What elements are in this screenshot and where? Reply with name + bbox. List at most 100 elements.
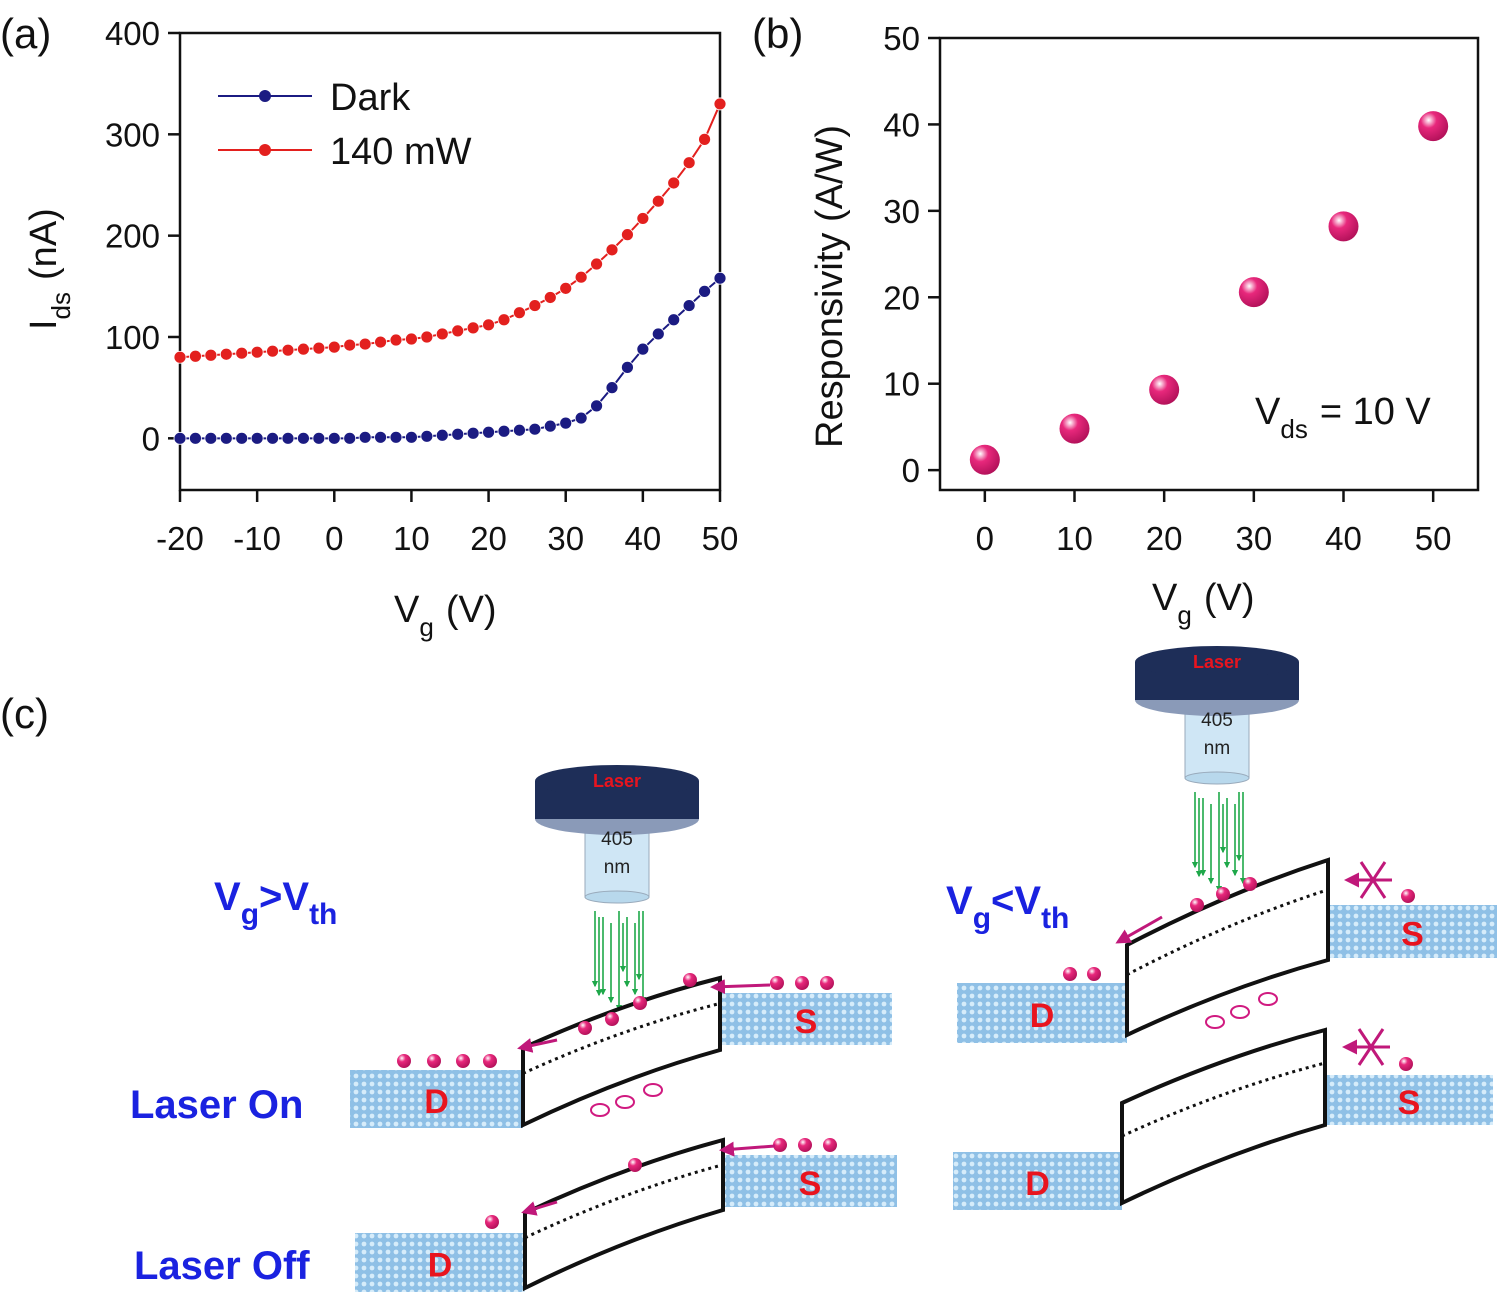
data-point	[173, 350, 187, 364]
data-point	[281, 431, 295, 445]
arrow	[521, 1200, 558, 1216]
legend-label: 140 mW	[330, 131, 472, 173]
wavelength: 405	[1201, 710, 1233, 731]
panel-label: (b)	[752, 10, 803, 57]
arrow	[1115, 915, 1163, 944]
condition: Vg<Vth	[946, 879, 1069, 935]
cross	[1357, 1028, 1385, 1066]
data-point	[343, 338, 357, 352]
electron	[795, 976, 809, 990]
plot-frame	[938, 36, 1480, 492]
electron	[633, 996, 647, 1010]
channel	[1120, 1027, 1327, 1207]
label-main: V	[394, 589, 420, 631]
series-line	[180, 277, 721, 440]
electron	[456, 1054, 470, 1068]
data-point	[698, 284, 711, 298]
data-point	[1328, 211, 1359, 242]
data-point	[590, 399, 603, 413]
data-point	[1418, 111, 1449, 142]
drain	[957, 983, 1127, 1043]
drain-label: D	[1030, 997, 1055, 1035]
laser-top	[1135, 646, 1299, 678]
hole	[1205, 1015, 1225, 1029]
cond-part: <V	[991, 879, 1041, 923]
data-point	[420, 429, 434, 443]
hole	[1230, 1005, 1250, 1019]
legend-marker	[259, 90, 271, 102]
data-point	[327, 431, 341, 445]
data-point	[528, 422, 542, 436]
source-label: S	[1401, 916, 1424, 954]
electron	[1243, 877, 1257, 891]
annotation: Vds = 10 V	[1255, 391, 1431, 444]
source	[1325, 1075, 1493, 1125]
data-point	[327, 340, 341, 354]
data-point	[543, 419, 557, 433]
channel	[523, 1137, 725, 1292]
wavelength-unit: nm	[1204, 738, 1230, 759]
label-sub: g	[1177, 600, 1191, 630]
data-point	[651, 327, 665, 341]
data-point	[698, 132, 711, 146]
data-point	[297, 342, 310, 356]
data-point	[312, 431, 326, 445]
cond-part: th	[1041, 902, 1069, 935]
cond-part: th	[309, 898, 337, 931]
data-point	[297, 431, 310, 445]
drain-label: D	[424, 1083, 449, 1121]
channel	[521, 975, 722, 1129]
data-point	[559, 281, 573, 295]
x-tick-label: 10	[1056, 520, 1093, 557]
channel	[1125, 857, 1330, 1039]
label-unit: (V)	[1204, 577, 1255, 619]
data-point	[621, 228, 634, 242]
data-point	[250, 431, 264, 445]
wavelength-unit: nm	[604, 857, 630, 878]
electron	[397, 1054, 411, 1068]
y-tick-label: 400	[105, 15, 160, 52]
data-point	[405, 332, 418, 346]
legend-marker	[259, 144, 271, 156]
data-point	[605, 381, 619, 395]
y-tick-label: 200	[105, 218, 160, 255]
label-unit: (nA)	[23, 208, 65, 280]
data-point	[574, 411, 588, 425]
y-tick-label: 300	[105, 116, 160, 153]
y-axis-label: Responsivity (A/W)	[809, 125, 851, 448]
electron	[1190, 898, 1204, 912]
x-tick-label: 20	[470, 520, 507, 557]
y-tick-label: 10	[883, 366, 920, 403]
data-point	[266, 344, 279, 358]
x-tick-label: 30	[547, 520, 584, 557]
plot-frame	[178, 31, 722, 492]
drain-label: D	[1025, 1165, 1050, 1203]
mode-label: Laser Off	[134, 1244, 310, 1288]
data-point	[235, 431, 249, 445]
data-point	[435, 428, 449, 442]
data-point	[466, 426, 480, 440]
y-tick-label: 20	[883, 279, 920, 316]
electron	[820, 976, 834, 990]
drain	[953, 1152, 1122, 1210]
data-point	[528, 299, 542, 312]
laser-label: Laser	[593, 771, 641, 791]
cond-part: g	[241, 898, 259, 931]
data-point	[420, 330, 434, 344]
data-point	[621, 360, 634, 374]
data-point	[605, 243, 619, 257]
data-point	[969, 444, 1000, 475]
laser-cylinder-end	[584, 890, 650, 904]
x-tick-label: 0	[976, 520, 994, 557]
electron	[1063, 967, 1077, 981]
arrow	[517, 1038, 558, 1053]
cond-part: >V	[259, 875, 309, 919]
y-tick-label: 50	[883, 20, 920, 57]
data-point	[189, 431, 202, 445]
mode-label: Laser On	[130, 1083, 303, 1127]
wavelength: 405	[601, 829, 633, 850]
x-tick-label: -20	[156, 520, 204, 557]
label-sub: ds	[46, 292, 76, 319]
panel-label: (c)	[0, 690, 49, 737]
data-point	[466, 321, 480, 335]
